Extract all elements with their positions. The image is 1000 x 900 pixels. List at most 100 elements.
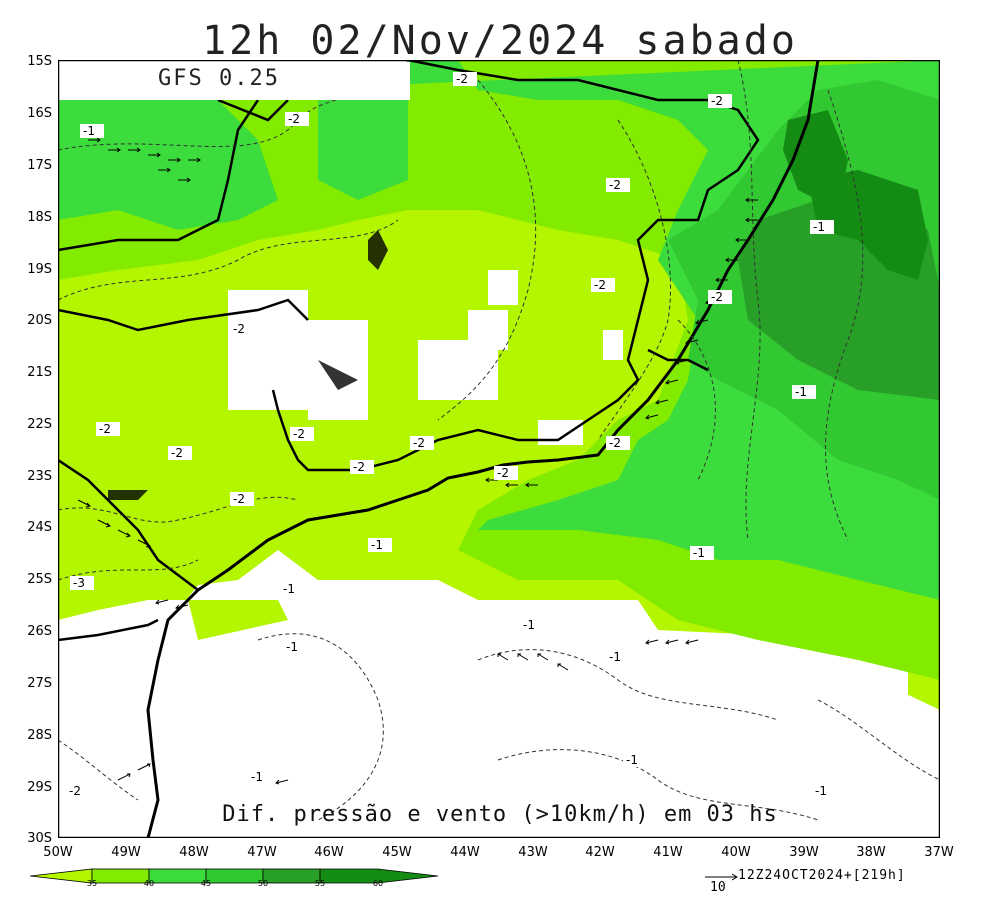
contour-label: -1 bbox=[520, 618, 544, 632]
contour-label: -2 bbox=[606, 436, 630, 450]
svg-text:-1: -1 bbox=[83, 124, 95, 138]
lat-label: 25S bbox=[27, 572, 52, 587]
lat-label: 15S bbox=[27, 54, 52, 69]
colorbar bbox=[30, 868, 439, 884]
contour-label: -1 bbox=[623, 753, 647, 767]
lon-label: 43W bbox=[518, 845, 548, 860]
svg-text:-2: -2 bbox=[69, 784, 81, 798]
svg-text:-2: -2 bbox=[233, 492, 245, 506]
pressure-field-45 bbox=[58, 60, 940, 600]
lat-label: 20S bbox=[27, 313, 52, 328]
svg-text:-1: -1 bbox=[283, 582, 295, 596]
svg-text:-2: -2 bbox=[413, 436, 425, 450]
state-border bbox=[58, 458, 199, 591]
contour-label: -2 bbox=[350, 460, 374, 474]
lat-label: 21S bbox=[27, 365, 52, 380]
contour-label: -1 bbox=[280, 582, 304, 596]
contour-label: -1 bbox=[283, 640, 307, 654]
contour-label: -1 bbox=[690, 546, 714, 560]
lat-label: 18S bbox=[27, 210, 52, 225]
contour-label: -1 bbox=[812, 784, 836, 798]
contour-label: -2 bbox=[708, 94, 732, 108]
svg-text:-2: -2 bbox=[233, 322, 245, 336]
contour-label: -1 bbox=[810, 220, 834, 234]
lat-label: 26S bbox=[27, 624, 52, 639]
state-border bbox=[58, 298, 309, 332]
lon-label: 45W bbox=[382, 845, 412, 860]
lat-label: 29S bbox=[27, 780, 52, 795]
state-border bbox=[58, 98, 289, 252]
svg-text:-2: -2 bbox=[353, 460, 365, 474]
svg-text:-1: -1 bbox=[251, 770, 263, 784]
svg-text:-2: -2 bbox=[594, 278, 606, 292]
colorbar-tick: 55 bbox=[314, 879, 326, 888]
contour-label: -2 bbox=[285, 112, 309, 126]
svg-text:-1: -1 bbox=[609, 650, 621, 664]
lon-label: 47W bbox=[247, 845, 277, 860]
lat-label: 22S bbox=[27, 417, 52, 432]
lat-label: 23S bbox=[27, 469, 52, 484]
lat-label: 16S bbox=[27, 106, 52, 121]
contour-label: -2 bbox=[606, 178, 630, 192]
model-label: GFS 0.25 bbox=[158, 66, 280, 91]
lon-label: 37W bbox=[924, 845, 954, 860]
svg-text:-2: -2 bbox=[609, 178, 621, 192]
svg-text:-1: -1 bbox=[286, 640, 298, 654]
state-border bbox=[647, 348, 709, 372]
svg-text:-1: -1 bbox=[815, 784, 827, 798]
colorbar-tick: 60 bbox=[372, 879, 384, 888]
map-canvas: -2 -2 -1 -2 -2 -2 -1 -2 -2 -2 -2 -2 -2 -… bbox=[58, 60, 940, 838]
reservoir bbox=[318, 360, 378, 390]
lon-label: 46W bbox=[314, 845, 344, 860]
svg-text:-1: -1 bbox=[813, 220, 825, 234]
reservoir bbox=[368, 230, 388, 270]
lon-label: 38W bbox=[856, 845, 886, 860]
lon-label: 49W bbox=[111, 845, 141, 860]
contour-label: -2 bbox=[591, 278, 615, 292]
lon-label: 42W bbox=[585, 845, 615, 860]
colorbar-tick: 35 bbox=[86, 879, 98, 888]
lat-label: 17S bbox=[27, 158, 52, 173]
contour-label: -2 bbox=[290, 427, 314, 441]
lat-label: 19S bbox=[27, 262, 52, 277]
svg-text:-2: -2 bbox=[99, 422, 111, 436]
lon-label: 41W bbox=[653, 845, 683, 860]
map-title: 12h 02/Nov/2024 sabado bbox=[202, 18, 798, 64]
contour-label: -2 bbox=[494, 466, 518, 480]
pressure-field-60 bbox=[783, 110, 928, 280]
contour-label: -1 bbox=[606, 650, 630, 664]
lat-label: 28S bbox=[27, 728, 52, 743]
svg-text:-2: -2 bbox=[711, 290, 723, 304]
contour-label: -2 bbox=[410, 436, 434, 450]
svg-text:-1: -1 bbox=[795, 385, 807, 399]
svg-text:-2: -2 bbox=[711, 94, 723, 108]
lon-label: 50W bbox=[43, 845, 73, 860]
lon-label: 48W bbox=[179, 845, 209, 860]
colorbar-segment bbox=[319, 868, 439, 884]
footer-caption: Dif. pressão e vento (>10km/h) em 03 hs bbox=[222, 802, 778, 827]
contour-label: -3 bbox=[70, 576, 94, 590]
lat-label: 24S bbox=[27, 520, 52, 535]
svg-text:-3: -3 bbox=[73, 576, 85, 590]
contour-labels: -2 -2 -1 -2 -2 -2 -1 -2 -2 -2 -2 -2 -2 -… bbox=[66, 72, 836, 798]
lat-label: 30S bbox=[27, 831, 52, 846]
svg-text:-1: -1 bbox=[626, 753, 638, 767]
svg-text:-2: -2 bbox=[171, 446, 183, 460]
colorbar-tick: 40 bbox=[143, 879, 155, 888]
svg-text:-2: -2 bbox=[456, 72, 468, 86]
lon-label: 39W bbox=[789, 845, 819, 860]
run-timestamp: 12Z24OCT2024+[219h] bbox=[738, 868, 906, 883]
contour-label: -2 bbox=[708, 290, 732, 304]
colorbar-tick: 45 bbox=[200, 879, 212, 888]
state-border bbox=[58, 618, 159, 642]
lat-label: 27S bbox=[27, 676, 52, 691]
contour-label: -1 bbox=[792, 385, 816, 399]
contour-label: -2 bbox=[230, 492, 254, 506]
contour-label: -1 bbox=[368, 538, 392, 552]
svg-text:-1: -1 bbox=[693, 546, 705, 560]
wind-reference-arrow bbox=[705, 873, 738, 881]
coastline bbox=[146, 60, 820, 838]
reservoir bbox=[108, 490, 148, 500]
svg-text:-1: -1 bbox=[371, 538, 383, 552]
model-label-box bbox=[60, 62, 410, 100]
